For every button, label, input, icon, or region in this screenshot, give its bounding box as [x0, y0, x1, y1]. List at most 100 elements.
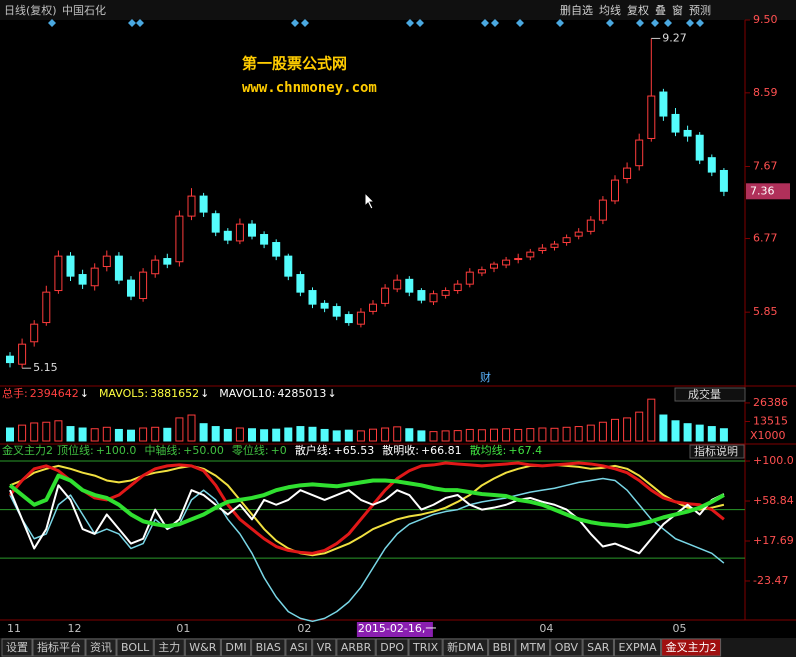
x-tick-label: 05	[673, 622, 687, 635]
tab-bg[interactable]	[488, 638, 516, 657]
selector[interactable]: 成交量	[688, 387, 721, 401]
candle-body	[54, 255, 63, 292]
tab-bg[interactable]	[442, 638, 489, 657]
toolbar-button[interactable]: 删自选	[560, 4, 593, 17]
x-tick-label: 12	[68, 622, 82, 635]
candle-body	[562, 237, 571, 244]
tab[interactable]: 新DMA	[447, 640, 484, 654]
candle-body	[369, 303, 377, 312]
low-label: 5.15	[33, 361, 58, 374]
tab[interactable]: BOLL	[121, 641, 150, 654]
volume-bar	[417, 430, 426, 442]
volume-bar	[635, 411, 644, 442]
toolbar-button[interactable]: 均线	[599, 3, 621, 17]
tab[interactable]: VR	[317, 641, 333, 654]
candle-body	[102, 255, 111, 268]
tab[interactable]: TRIX	[412, 641, 439, 654]
y-tick-label: +58.84	[753, 494, 794, 507]
tab[interactable]: SAR	[587, 641, 610, 654]
tab-bg[interactable]	[32, 638, 86, 657]
last-price: 7.36	[750, 184, 775, 197]
y-tick-label: 5.85	[753, 305, 778, 318]
tab-bg[interactable]	[408, 638, 443, 657]
tab-bg[interactable]	[661, 638, 722, 657]
tab[interactable]: DPO	[380, 641, 404, 654]
volume-bar	[695, 424, 704, 442]
volume-bar	[332, 430, 341, 442]
tab[interactable]: OBV	[555, 641, 579, 654]
volume-bar	[30, 422, 39, 442]
candle-body	[465, 271, 474, 285]
volume-bar	[90, 428, 99, 442]
candle-body	[260, 234, 269, 245]
tab-bg[interactable]	[251, 638, 286, 657]
tab-bg[interactable]	[550, 638, 583, 657]
tab-bg[interactable]	[1, 638, 33, 657]
watermark-url: www.chnmoney.com	[242, 80, 377, 96]
candle-body	[139, 271, 148, 300]
candle-body	[453, 283, 462, 292]
tab[interactable]: MTM	[520, 641, 546, 654]
tab[interactable]: 设置	[6, 641, 28, 654]
legend-value: 4285013	[277, 387, 326, 400]
tab[interactable]: 金叉主力2	[666, 640, 717, 654]
volume-bar	[586, 424, 595, 442]
tab-bg[interactable]	[184, 638, 221, 657]
tab[interactable]: 指标平台	[37, 640, 81, 654]
legend-value: 3881652	[150, 387, 199, 400]
volume-bar	[127, 429, 135, 442]
candle-body	[719, 169, 728, 192]
tab[interactable]: EXPMA	[618, 641, 657, 654]
volume-bar	[574, 426, 583, 442]
x-tick-label: 01	[176, 622, 190, 635]
tab-bg[interactable]	[285, 638, 313, 657]
toolbar-button[interactable]: 预测	[689, 4, 711, 17]
legend-name: MAVOL5:	[99, 387, 148, 400]
candle-body	[356, 311, 365, 325]
tab-bg[interactable]	[312, 638, 337, 657]
candle-body	[344, 314, 353, 324]
tab[interactable]: 资讯	[90, 641, 112, 654]
legend-value: +67.4	[508, 444, 542, 457]
signal-marker	[686, 19, 694, 27]
legend-value: +66.81	[421, 444, 462, 457]
tab-bg[interactable]	[582, 638, 614, 657]
volume-bar	[719, 428, 728, 442]
tab-bg[interactable]	[85, 638, 117, 657]
tab[interactable]: BIAS	[256, 641, 281, 654]
signal-marker	[291, 19, 299, 27]
tab-bg[interactable]	[220, 638, 252, 657]
volume-bar	[490, 428, 498, 442]
help-button[interactable]: 指标说明	[694, 444, 738, 458]
tab[interactable]: W&R	[189, 641, 216, 654]
tab-bg[interactable]	[613, 638, 662, 657]
volume-bar	[18, 424, 27, 442]
selector-box[interactable]	[674, 387, 746, 402]
candle-body	[574, 231, 583, 237]
tab-bg[interactable]	[375, 638, 409, 657]
tab-bg[interactable]	[336, 638, 376, 657]
candle-body	[30, 323, 39, 343]
toolbar-button[interactable]: 复权	[627, 3, 649, 17]
tab-bg[interactable]	[515, 638, 551, 657]
volume-bar	[465, 428, 474, 442]
tab[interactable]: 主力	[158, 641, 180, 654]
tab-bg[interactable]	[153, 638, 185, 657]
help-button-box[interactable]	[689, 444, 745, 459]
toolbar-button[interactable]: 窗	[672, 3, 683, 17]
candle-body	[18, 343, 27, 365]
candle-body	[429, 293, 438, 303]
legend-name: 中轴线:	[144, 443, 181, 457]
candle-body	[272, 242, 281, 257]
volume-bar	[139, 427, 148, 442]
tab-bg[interactable]	[116, 638, 154, 657]
tab[interactable]: ASI	[290, 641, 308, 654]
x-tick-label: 02	[297, 622, 311, 635]
tab[interactable]: BBI	[493, 641, 511, 654]
legend-arrow: ↓	[200, 387, 209, 400]
tab[interactable]: ARBR	[341, 641, 372, 654]
toolbar-button[interactable]: 叠	[655, 4, 666, 17]
volume-bar	[248, 428, 256, 442]
tab[interactable]: DMI	[225, 641, 246, 654]
